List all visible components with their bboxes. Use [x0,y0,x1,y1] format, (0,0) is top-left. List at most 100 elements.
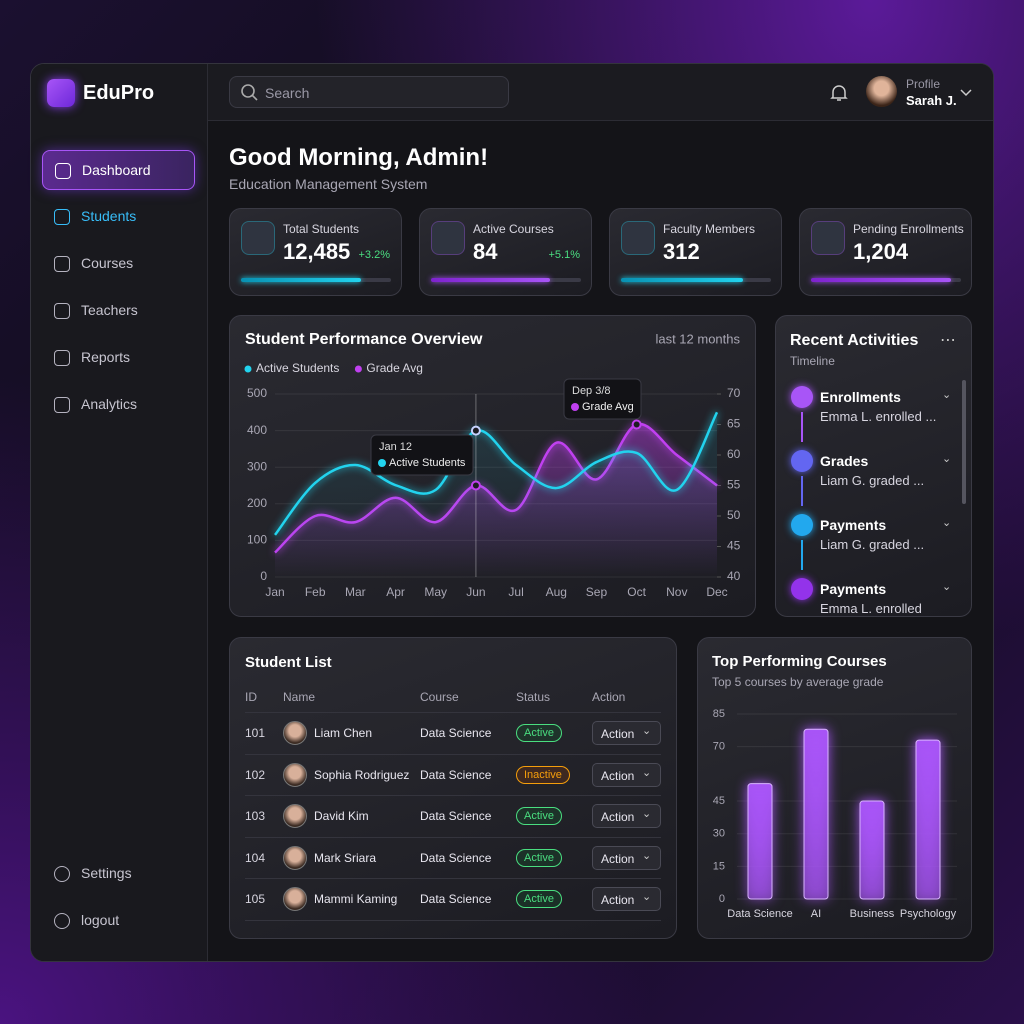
row-divider [245,878,661,880]
action-button[interactable]: Action ⌄ [592,762,661,787]
x-tick-label: Apr [386,585,405,599]
nav-item[interactable]: logout [42,901,195,941]
action-button[interactable]: Action ⌄ [592,804,661,829]
line-chart: Student Performance Overview last 12 mont… [244,331,741,599]
chart-title: Top Performing Courses [712,653,887,670]
search-box[interactable]: Search [229,76,509,108]
scrollbar [962,380,966,504]
nav-label: logout [81,912,120,928]
nav-icon [54,397,70,413]
x-tick-label: Jun [466,585,485,599]
stat-value: 12,485 [283,239,351,264]
stat-label: Total Students [283,222,360,236]
profile-label: Profile [906,77,941,91]
column-header: Action [592,690,626,704]
student-id: 104 [245,850,266,865]
brand: EduPro [83,82,155,104]
column-header: Status [516,690,551,704]
student-avatar [283,887,307,912]
search-icon [241,84,258,101]
nav-item[interactable]: Teachers [42,291,195,331]
nav-item[interactable]: Dashboard [42,150,195,190]
y2-tick-label: 70 [727,386,741,400]
x-tick-label: Sep [586,585,608,599]
progress-fill [811,278,951,282]
nav-item[interactable]: Reports [42,338,195,378]
nav-label: Courses [81,255,134,271]
nav-item[interactable]: Courses [42,244,195,284]
expand-chevron[interactable]: ⌄ [942,453,952,465]
expand-chevron[interactable]: ⌄ [942,389,952,401]
area [275,412,717,577]
x-tick-label: Mar [345,585,366,599]
nav-item[interactable]: Students [42,197,195,237]
stat-icon [621,221,655,255]
nav-item[interactable]: Settings [42,854,195,894]
student-avatar [283,762,307,787]
stat-change: +5.1% [548,249,581,261]
action-label: Action [601,727,635,741]
nav-icon [54,303,70,319]
stat-label: Faculty Members [663,222,756,236]
activity-text: Emma L. enrolled ... [820,409,937,424]
y-tick-label: 200 [247,496,267,510]
student-course: Data Science [420,850,492,865]
y-tick-label: 45 [713,795,725,807]
profile-chevron[interactable] [960,89,972,97]
nav-icon [54,209,70,225]
x-tick-label: Feb [305,585,326,599]
y2-tick-label: 65 [727,417,741,431]
activity-title: Grades [820,453,869,469]
nav-label: Teachers [81,302,138,318]
page-title: Good Morning, Admin! [229,144,489,171]
action-label: Action [601,851,635,866]
progress-fill [241,278,361,282]
x-tick-label: Nov [666,585,687,599]
action-button[interactable]: Action ⌄ [592,887,661,912]
y-tick-label: 0 [260,569,267,583]
tooltip-text: Active Students [389,457,466,469]
y-tick-label: 85 [713,708,725,720]
action-label: Action [601,893,635,908]
x-tick-label: Jan [265,585,284,599]
action-chevron: ⌄ [642,766,652,779]
expand-chevron[interactable]: ⌄ [942,517,952,529]
panel-title: Recent Activities [790,332,919,349]
stat-value: 312 [663,239,700,264]
profile-name: Sarah J. [906,93,957,108]
expand-chevron[interactable]: ⌄ [942,581,952,593]
legend-swatch [244,365,252,373]
tooltip [563,378,642,420]
action-button[interactable]: Action ⌄ [592,845,661,870]
action-chevron: ⌄ [642,725,652,737]
student-id: 105 [245,892,266,907]
action-chevron: ⌄ [642,891,652,904]
student-name: Mark Sriara [314,850,377,865]
bell-icon[interactable] [829,83,849,103]
activity-text: Liam G. graded ... [820,473,925,488]
y2-tick-label: 45 [727,539,741,553]
student-id: 103 [245,809,266,824]
activity-title: Enrollments [820,389,901,405]
action-button[interactable]: Action ⌄ [592,721,661,745]
y-tick-label: 30 [713,828,725,840]
avatar[interactable] [866,76,897,107]
stat-value: 1,204 [853,239,909,264]
stat-card: Total Students 12,485 +3.2% [229,208,402,296]
tooltip [370,434,474,476]
chart-subtitle: Top 5 courses by average grade [712,675,884,689]
nav-label: Settings [81,865,132,881]
x-tick-label: AI [811,908,821,920]
stat-card: Active Courses 84 +5.1% [419,208,592,296]
nav-label: Analytics [81,396,138,412]
nav-icon [54,256,70,272]
student-avatar [283,845,307,870]
more-menu[interactable]: ⋯ [940,332,957,349]
nav-item[interactable]: Analytics [42,385,195,425]
highlight-point [631,419,642,430]
nav-label: Dashboard [82,162,151,178]
student-name: Liam Chen [314,726,373,740]
bar [915,739,941,900]
status-badge: Active [516,724,562,742]
page-subtitle: Education Management System [229,176,428,192]
